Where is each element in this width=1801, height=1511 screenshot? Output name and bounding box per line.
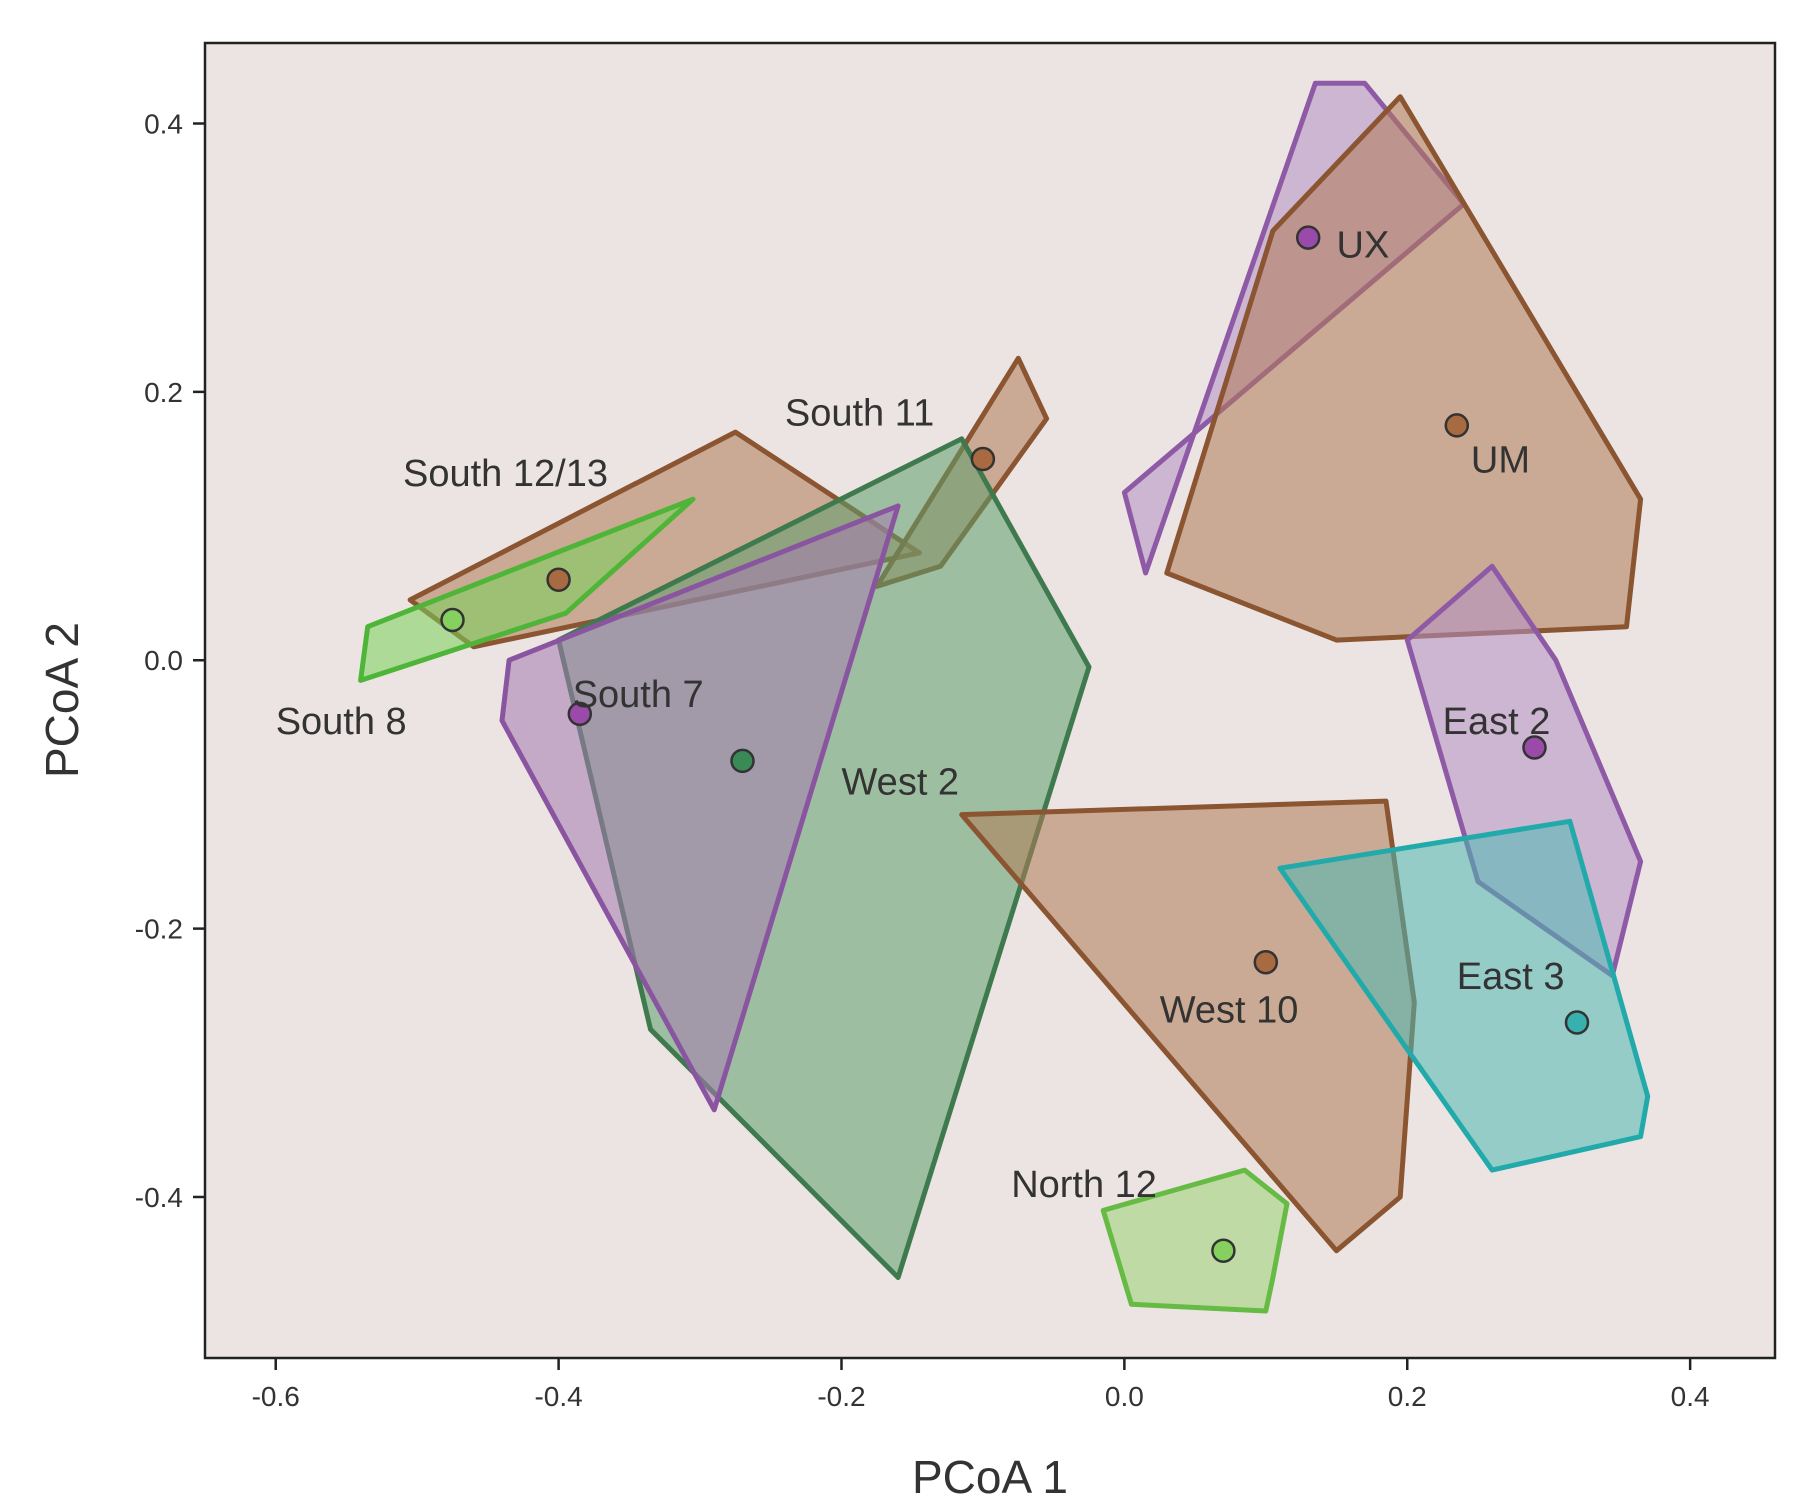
- x-tick-label: 0.0: [1105, 1381, 1144, 1412]
- group-label: East 2: [1443, 701, 1551, 743]
- point-layer: [440, 225, 1590, 1263]
- point-east-3: [1564, 1010, 1590, 1035]
- group-label: UM: [1471, 439, 1530, 481]
- x-tick-label: -0.4: [534, 1381, 582, 1412]
- y-tick-label: 0.4: [144, 109, 183, 140]
- group-label: South 8: [276, 701, 407, 743]
- x-tick-label: -0.2: [817, 1381, 865, 1412]
- point-east-2: [1522, 735, 1547, 760]
- x-axis-title: PCoA 1: [912, 1451, 1068, 1503]
- point-north-12: [1211, 1238, 1236, 1263]
- group-label: North 12: [1011, 1164, 1157, 1206]
- hull-south-8: [358, 496, 696, 683]
- y-axis-title: PCoA 2: [36, 622, 88, 778]
- point-south-12-13: [546, 567, 571, 592]
- x-axis: -0.6 -0.4 -0.2 0.0 0.2 0.4: [252, 1358, 1710, 1412]
- point-west-10: [1253, 949, 1279, 975]
- x-tick-label: 0.2: [1388, 1381, 1427, 1412]
- point-west-2: [730, 748, 755, 774]
- group-label: West 2: [842, 761, 960, 803]
- group-label: UX: [1337, 225, 1390, 267]
- hull-um: [1164, 94, 1644, 643]
- point-south-7: [567, 701, 593, 727]
- point-south-11: [970, 446, 996, 472]
- point-ux: [1295, 225, 1321, 250]
- hull-north-12: [1100, 1167, 1290, 1314]
- y-tick-label: -0.2: [135, 914, 183, 945]
- group-label: West 10: [1160, 990, 1299, 1032]
- x-tick-label: -0.6: [252, 1381, 300, 1412]
- hull-east-3: [1277, 818, 1651, 1173]
- y-tick-label: 0.0: [144, 645, 183, 676]
- point-south-8: [440, 607, 465, 633]
- point-um: [1444, 413, 1470, 438]
- hull-west-10: [959, 798, 1417, 1254]
- hull-south-7: [499, 503, 901, 1113]
- y-tick-label: 0.2: [144, 377, 183, 408]
- group-label: East 3: [1457, 956, 1565, 998]
- x-tick-label: 0.4: [1671, 1381, 1710, 1412]
- y-axis: -0.4 -0.2 0.0 0.2 0.4: [135, 109, 205, 1213]
- y-tick-label: -0.4: [135, 1182, 183, 1213]
- group-label: South 7: [573, 674, 704, 716]
- hull-layer: [358, 80, 1651, 1314]
- group-label: South 12/13: [403, 453, 608, 495]
- label-layer: South 12/13 South 11 South 8 South 7 West 2 U…: [276, 225, 1565, 1206]
- group-label: South 11: [785, 392, 934, 434]
